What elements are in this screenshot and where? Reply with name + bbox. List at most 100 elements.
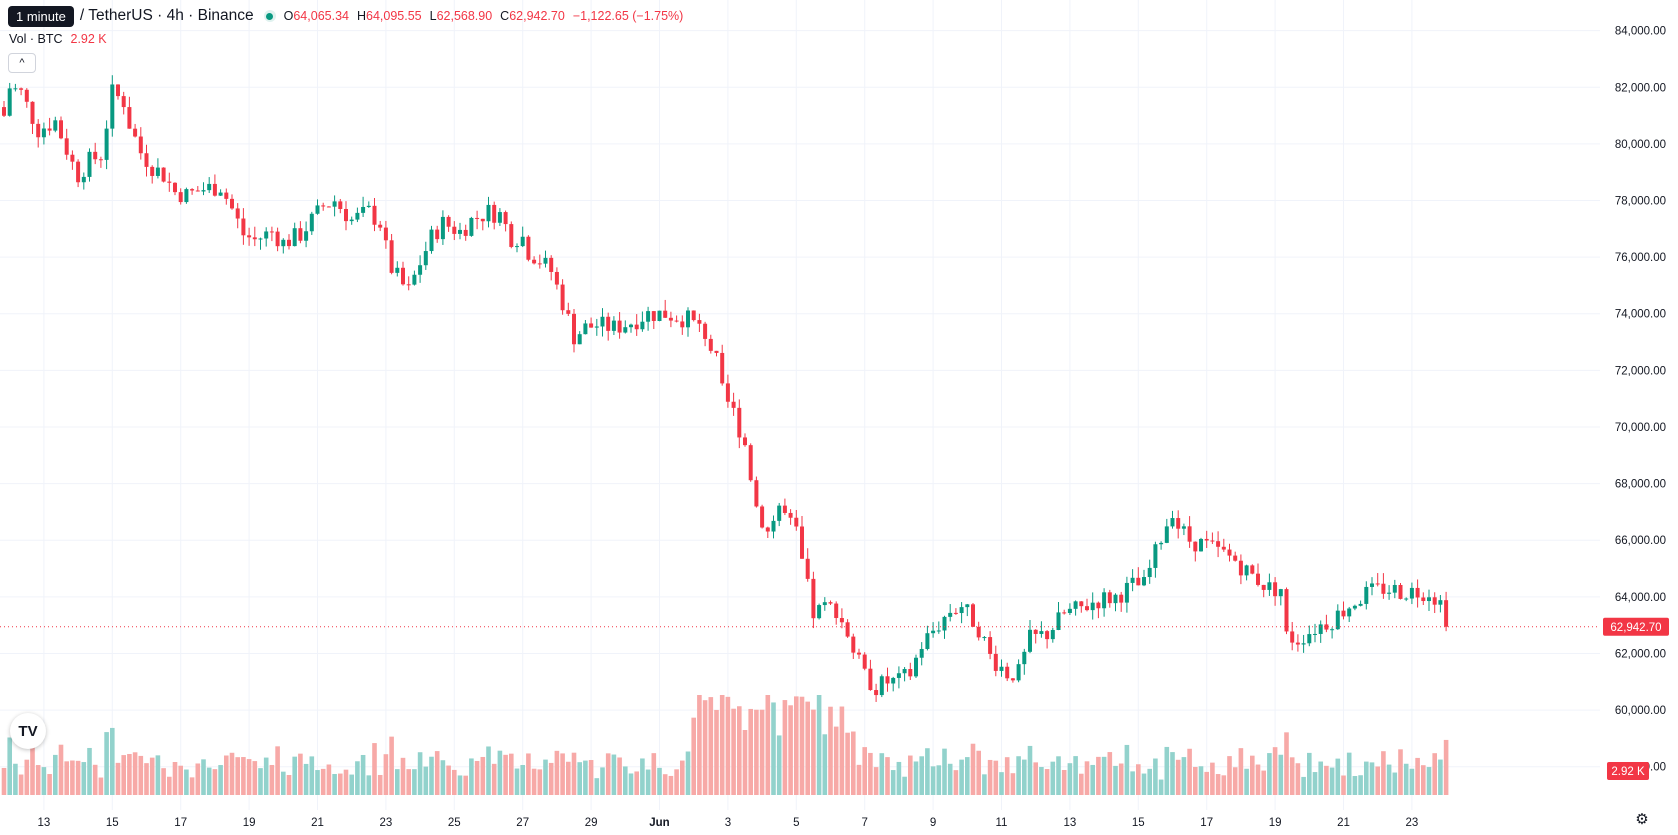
volume-bar	[788, 705, 793, 795]
interval-tooltip: 1 minute	[8, 5, 74, 27]
volume-bar	[400, 757, 406, 795]
volume-bar	[429, 756, 434, 795]
candle-body	[782, 505, 787, 513]
candle-body	[891, 677, 896, 684]
candle-body	[874, 690, 879, 696]
volume-bar	[805, 701, 810, 795]
candle-body	[805, 558, 810, 579]
volume-bar	[1164, 746, 1170, 795]
candle-body	[104, 128, 109, 160]
candle-body	[469, 217, 474, 236]
candle-body	[389, 240, 394, 273]
volume-bar	[252, 761, 258, 795]
volume-bar	[1124, 744, 1130, 795]
candle-body	[1295, 642, 1300, 645]
candle-body	[486, 204, 491, 222]
volume-bar	[754, 709, 759, 795]
volume-bar	[771, 702, 776, 795]
price-tick-label: 70,000.00	[1615, 422, 1666, 434]
market-status-icon[interactable]	[263, 10, 276, 22]
volume-bar	[263, 757, 269, 795]
volume-bar	[18, 774, 24, 795]
volume-bar	[1039, 767, 1044, 795]
candle-body	[1090, 602, 1095, 611]
time-tick-label: 3	[725, 817, 731, 829]
candle-body	[446, 216, 451, 227]
volume-bar	[856, 764, 862, 795]
time-tick-label: 5	[793, 817, 799, 829]
candle-body	[925, 633, 930, 649]
candle-body	[703, 323, 708, 339]
volume-bar	[548, 762, 554, 795]
candle-body	[1404, 598, 1409, 600]
volume-bar	[184, 769, 189, 795]
volume-bar	[851, 731, 856, 795]
candle-body	[1387, 592, 1392, 594]
candle-body	[2, 107, 6, 116]
volume-bar	[138, 755, 144, 795]
volume-bar	[816, 695, 822, 795]
candle-body	[1221, 546, 1226, 550]
candle-body	[1313, 633, 1317, 635]
symbol-legend: 1 minute / TetherUS · 4h · Binance O64,0…	[8, 5, 683, 27]
volume-bar	[514, 768, 520, 795]
volume-bar	[742, 730, 748, 795]
candle-body	[224, 192, 229, 199]
price-tick-label: 72,000.00	[1615, 365, 1666, 377]
candle-body	[1250, 565, 1255, 574]
volume-bar	[127, 753, 132, 795]
volume-bar	[953, 770, 959, 795]
candle-body	[1142, 577, 1146, 586]
candle-body	[959, 607, 964, 614]
candle-body	[1107, 592, 1112, 604]
volume-bar	[1079, 773, 1084, 795]
candle-body	[1204, 538, 1209, 541]
candle-body	[1290, 631, 1295, 643]
candle-body	[1153, 544, 1158, 568]
volume-bar	[885, 757, 890, 795]
volume-bar	[115, 762, 121, 795]
collapse-legend-button[interactable]: ^	[8, 53, 36, 73]
tradingview-logo-icon[interactable]: TV	[10, 713, 46, 749]
volume-bar	[697, 695, 702, 795]
volume-bar	[1090, 764, 1095, 795]
volume-bar	[104, 732, 109, 795]
candle-body	[868, 668, 873, 691]
candle-body	[87, 151, 92, 177]
volume-bar	[691, 717, 696, 795]
candle-body	[372, 205, 377, 225]
candle-body	[349, 219, 354, 222]
candle-body	[1278, 589, 1283, 597]
candle-body	[577, 334, 582, 345]
candle-body	[1233, 555, 1238, 561]
candle-body	[30, 101, 35, 124]
volume-bar	[457, 775, 463, 795]
volume-title[interactable]: Vol · BTC	[9, 32, 63, 46]
candle-body	[378, 224, 383, 228]
candle-body	[1102, 592, 1107, 609]
candle-body	[292, 228, 297, 247]
price-tick-label: 66,000.00	[1615, 535, 1666, 547]
candle-body	[178, 192, 183, 203]
candle-body	[1056, 612, 1061, 631]
volume-bar	[1004, 757, 1010, 795]
volume-bar	[1193, 766, 1198, 795]
time-tick-label: 17	[1200, 817, 1213, 829]
volume-bar	[1375, 766, 1380, 795]
candle-body	[1267, 582, 1272, 590]
candle-body	[1432, 597, 1437, 605]
volume-bar	[149, 757, 155, 795]
symbol-title[interactable]: / TetherUS · 4h · Binance	[79, 7, 254, 24]
price-tick-label: 60,000.00	[1615, 705, 1666, 717]
volume-bar	[1364, 761, 1369, 795]
volume-bar	[1421, 765, 1426, 795]
volume-bar	[224, 755, 229, 795]
volume-badge: 2.92 K	[1607, 762, 1649, 780]
gear-icon[interactable]: ⚙	[1635, 811, 1649, 828]
volume-legend: Vol · BTC 2.92 K	[9, 32, 107, 46]
volume-bar	[35, 765, 41, 795]
volume-bar	[360, 754, 366, 795]
volume-bar	[206, 767, 212, 795]
volume-bar	[1170, 752, 1175, 795]
